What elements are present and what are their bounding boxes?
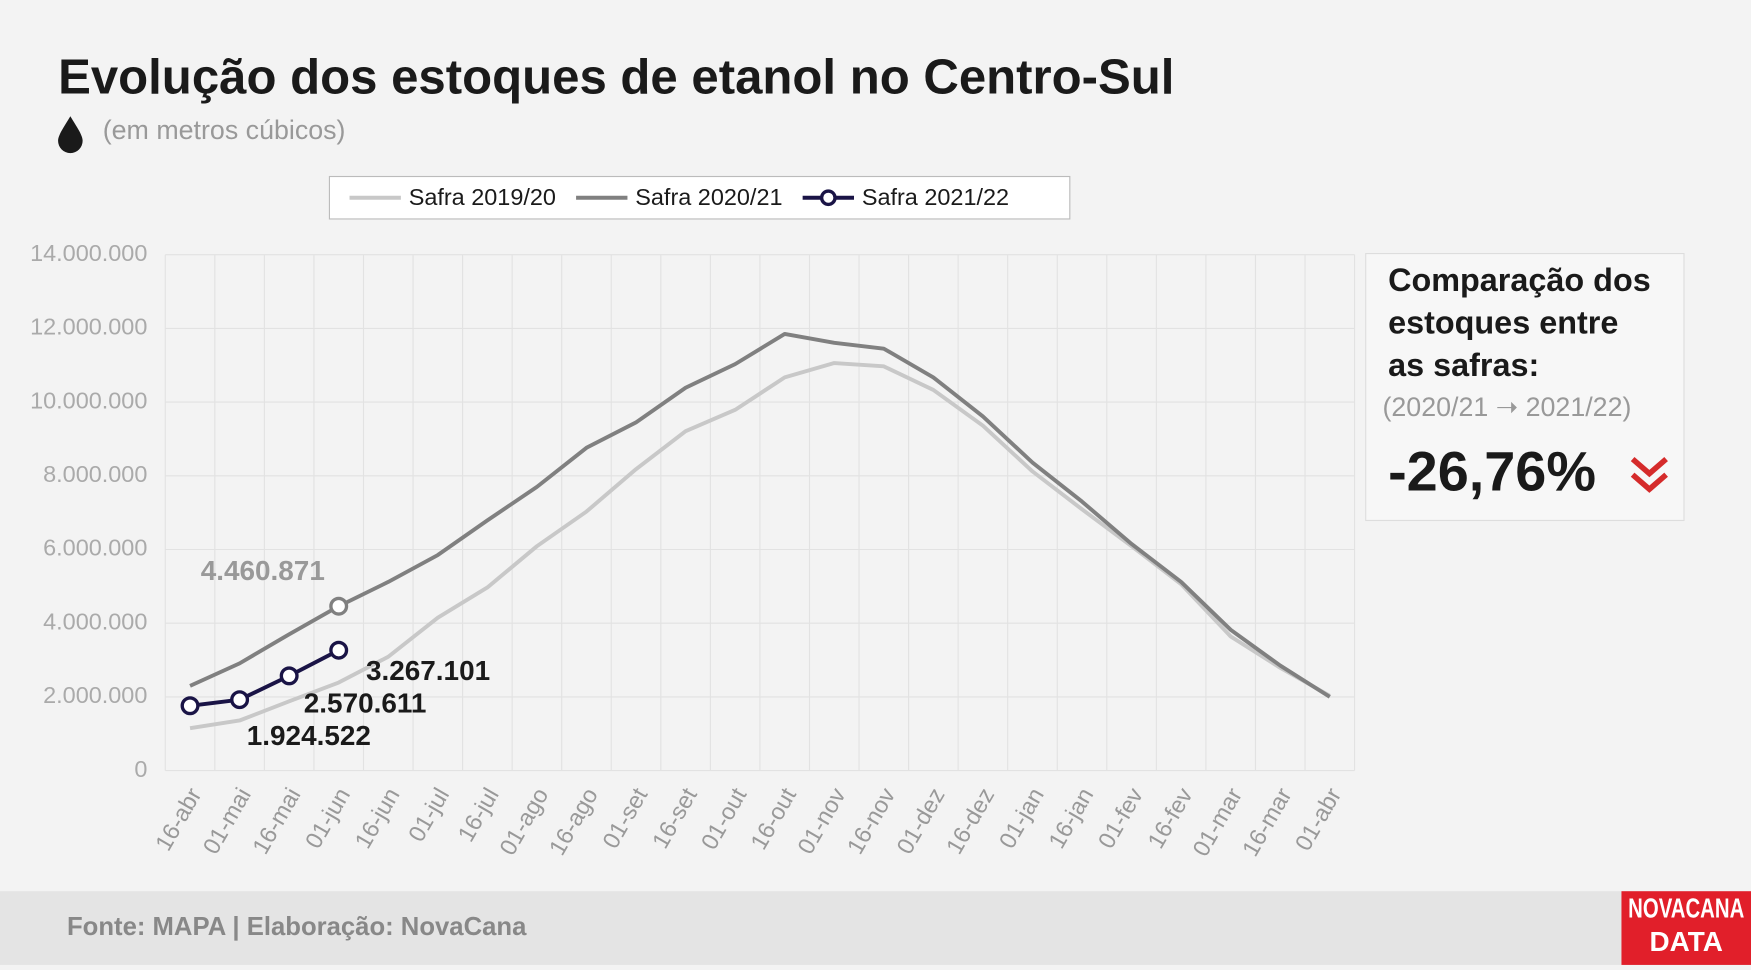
y-tick-label: 14.000.000	[30, 240, 147, 266]
comparison-title: Comparação dos	[1388, 262, 1651, 298]
footer	[0, 891, 1751, 965]
legend	[328, 175, 1071, 220]
footer-source: Fonte: MAPA | Elaboração: NovaCana	[67, 913, 527, 941]
comparison-change: -26,76%	[1388, 440, 1596, 503]
logo-text: NOVACANA	[1628, 893, 1744, 924]
comparison-title: as safras:	[1388, 347, 1539, 383]
comparison-period: (2020/21 ➝ 2021/22)	[1382, 392, 1631, 422]
point-marker	[329, 596, 349, 616]
y-tick-label: 8.000.000	[43, 461, 147, 487]
legend-label: Safra 2021/22	[862, 184, 1009, 210]
chart-title: Evolução dos estoques de etanol no Centr…	[58, 50, 1174, 104]
series-line	[189, 648, 340, 708]
y-tick-label: 0	[134, 756, 147, 782]
data-label: 4.460.871	[201, 555, 325, 586]
data-label: 1.924.522	[247, 720, 371, 751]
legend-label: Safra 2020/21	[635, 184, 782, 210]
data-label: 2.570.611	[304, 687, 427, 718]
legend-label: Safra 2019/20	[409, 184, 556, 210]
y-tick-label: 6.000.000	[43, 535, 147, 561]
y-tick-label: 4.000.000	[43, 608, 147, 634]
legend-marker	[819, 189, 837, 207]
y-tick-label: 12.000.000	[30, 314, 147, 340]
comparison-title: estoques entre	[1388, 305, 1618, 341]
y-tick-label: 2.000.000	[43, 682, 147, 708]
series-line	[189, 331, 1331, 699]
point-marker	[329, 640, 349, 660]
logo-text: DATA	[1650, 926, 1723, 957]
comparison-box	[1365, 253, 1685, 522]
point-marker	[279, 666, 299, 686]
chart-subtitle: (em metros cúbicos)	[103, 115, 346, 145]
point-marker	[180, 696, 200, 716]
logo	[1621, 891, 1751, 965]
data-label: 3.267.101	[366, 655, 490, 686]
down-icon	[1630, 456, 1668, 493]
point-marker	[230, 690, 250, 710]
y-tick-label: 10.000.000	[30, 387, 147, 413]
drop-icon	[58, 116, 83, 154]
